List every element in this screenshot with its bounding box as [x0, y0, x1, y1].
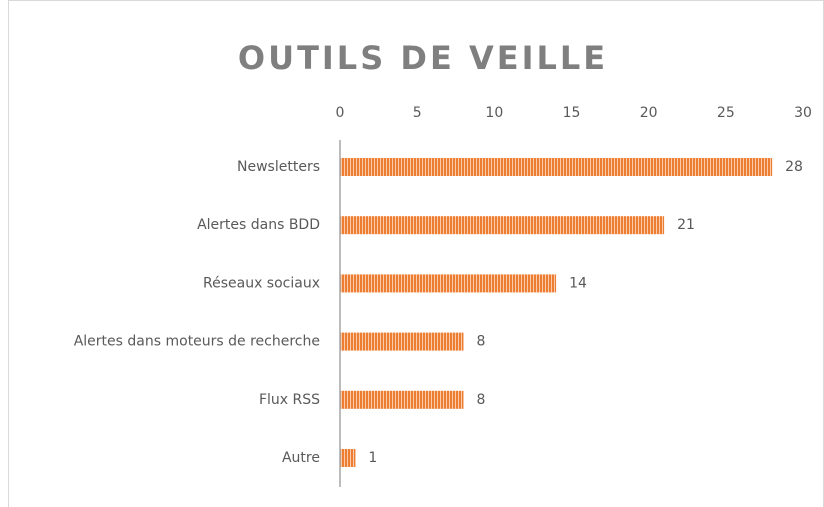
data-label: 21: [677, 217, 695, 233]
x-tick-label: 25: [717, 105, 735, 121]
bar: [340, 390, 464, 409]
data-label: 8: [476, 392, 485, 408]
x-tick-label: 30: [794, 105, 812, 121]
x-tick-label: 10: [485, 105, 503, 121]
chart-border: [8, 0, 824, 507]
data-label: 8: [476, 334, 485, 350]
bar: [340, 332, 464, 351]
data-label: 28: [785, 159, 803, 175]
bar: [340, 158, 773, 176]
y-tick-label: Autre: [282, 450, 320, 466]
bar: [340, 449, 356, 467]
data-label: 1: [368, 450, 377, 466]
x-tick-label: 20: [640, 105, 658, 121]
x-tick-label: 0: [336, 105, 345, 121]
bar: [340, 274, 557, 293]
y-tick-label: Réseaux sociaux: [203, 275, 320, 291]
bar: [340, 216, 665, 235]
x-tick-label: 15: [563, 105, 581, 121]
data-label: 14: [569, 275, 587, 291]
y-tick-label: Flux RSS: [259, 392, 320, 408]
y-tick-label: Alertes dans BDD: [197, 217, 320, 233]
y-tick-label: Newsletters: [237, 159, 320, 175]
chart-title: OUTILS DE VEILLE: [238, 39, 608, 77]
y-tick-label: Alertes dans moteurs de recherche: [74, 334, 320, 350]
x-tick-label: 5: [413, 105, 422, 121]
